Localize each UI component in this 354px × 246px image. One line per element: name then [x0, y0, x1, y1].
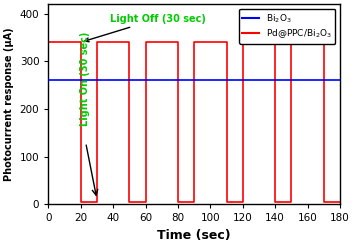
Text: Light On (30 sec): Light On (30 sec) — [80, 31, 90, 126]
Text: Light Off (30 sec): Light Off (30 sec) — [85, 14, 206, 42]
Legend: Bi$_2$O$_3$, Pd@PPC/Bi$_2$O$_3$: Bi$_2$O$_3$, Pd@PPC/Bi$_2$O$_3$ — [239, 9, 336, 44]
X-axis label: Time (sec): Time (sec) — [158, 229, 231, 242]
Y-axis label: Photocurrent response (μA): Photocurrent response (μA) — [4, 27, 14, 181]
